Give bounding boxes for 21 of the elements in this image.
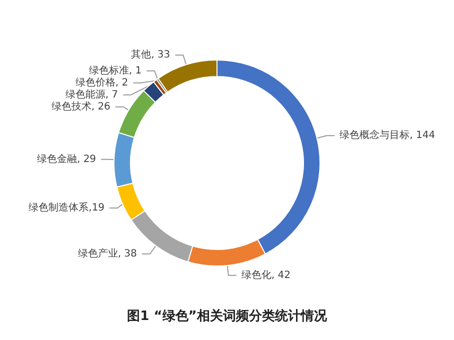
slice-label: 绿色价格 <box>75 76 116 88</box>
data-label: , 144 <box>410 130 436 142</box>
data-label: , 33 <box>151 50 170 61</box>
slice-label: 绿色概念与目标 <box>340 129 410 142</box>
data-label: , 38 <box>118 248 137 260</box>
slice-label: 绿色化 <box>241 268 272 281</box>
slice-label: 绿色产业 <box>78 247 118 260</box>
slice-label: 其他 <box>131 48 152 61</box>
slice-label: 绿色能源 <box>65 88 106 100</box>
data-label: , 26 <box>91 101 110 112</box>
slice-label: 绿色金融 <box>36 152 77 165</box>
slice-label: 绿色制造体系 <box>28 202 89 214</box>
slice-label: 绿色技术 <box>51 100 92 112</box>
data-label: ,19 <box>88 202 105 214</box>
data-label: , 2 <box>115 77 128 88</box>
text: 图1 “绿色”相关词频分类统计情况 <box>127 308 328 324</box>
data-label: , 1 <box>128 65 142 76</box>
slice-label: 绿色标准 <box>88 64 129 76</box>
data-label: , 29 <box>76 154 96 165</box>
data-label: , 7 <box>105 89 118 100</box>
data-label: , 42 <box>271 270 291 281</box>
